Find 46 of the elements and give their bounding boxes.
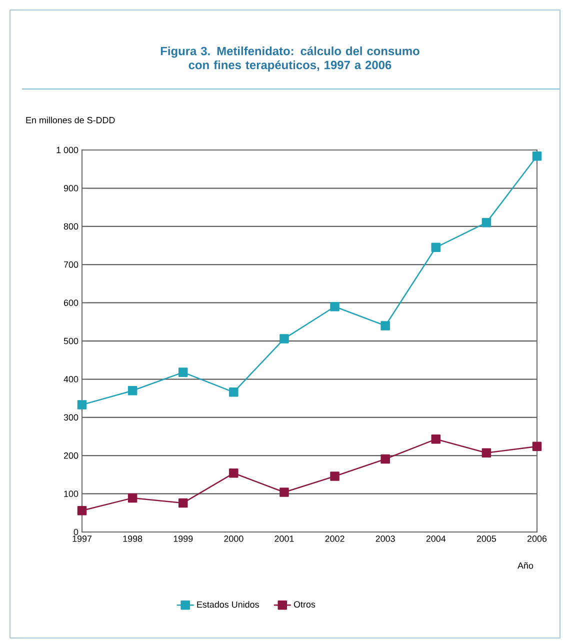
point [128, 386, 138, 396]
point [229, 468, 238, 478]
y-tick-label: 0 [74, 528, 78, 536]
y-tick-label: 700 [64, 261, 78, 268]
y-tick-label: 300 [64, 414, 78, 421]
point [128, 493, 138, 503]
y-tick-label: 400 [64, 376, 78, 382]
x-tick-label: 2002 [325, 536, 344, 542]
point [77, 400, 87, 410]
y-tick-label: 500 [64, 338, 78, 344]
x-tick-label: 2004 [426, 536, 446, 542]
point [532, 151, 542, 161]
point [280, 334, 289, 344]
x-tick-label: 2003 [376, 536, 395, 542]
x-tick-label: 2005 [476, 536, 496, 542]
chart-title: Figura 3. Metilfenidato: cálculo del consumo con fines terapéuticos, 1997 a 2006 [160, 46, 420, 72]
point [431, 242, 441, 252]
x-tick-label: 1999 [174, 536, 193, 542]
point [229, 388, 238, 397]
legend-label: Estados Unidos [197, 601, 259, 608]
y-tick-label: 100 [64, 490, 78, 497]
legend-label: Otros [294, 601, 316, 608]
point [482, 218, 492, 228]
y-axis-title: En millones de S-DDD [26, 116, 115, 124]
y-tick-label: 600 [64, 300, 78, 306]
point [178, 368, 188, 377]
point [178, 498, 188, 508]
point [431, 434, 441, 444]
y-tick-label: 900 [64, 185, 78, 192]
point [280, 488, 289, 497]
y-tick-label: 200 [64, 452, 78, 459]
y-tick-label: 800 [64, 223, 78, 230]
x-tick-label: 1998 [123, 536, 142, 542]
y-tick-label: 1 000 [56, 146, 78, 154]
point [482, 448, 492, 458]
point [380, 454, 390, 464]
x-tick-label: 2006 [527, 536, 547, 542]
x-tick-label: 1997 [72, 536, 92, 542]
point [532, 442, 542, 452]
point [77, 506, 87, 516]
x-tick-label: 2000 [224, 536, 244, 542]
x-tick-label: 2001 [274, 536, 294, 542]
point [380, 321, 390, 330]
point [330, 472, 340, 481]
point [330, 302, 340, 312]
x-axis-title: Año [518, 562, 534, 569]
